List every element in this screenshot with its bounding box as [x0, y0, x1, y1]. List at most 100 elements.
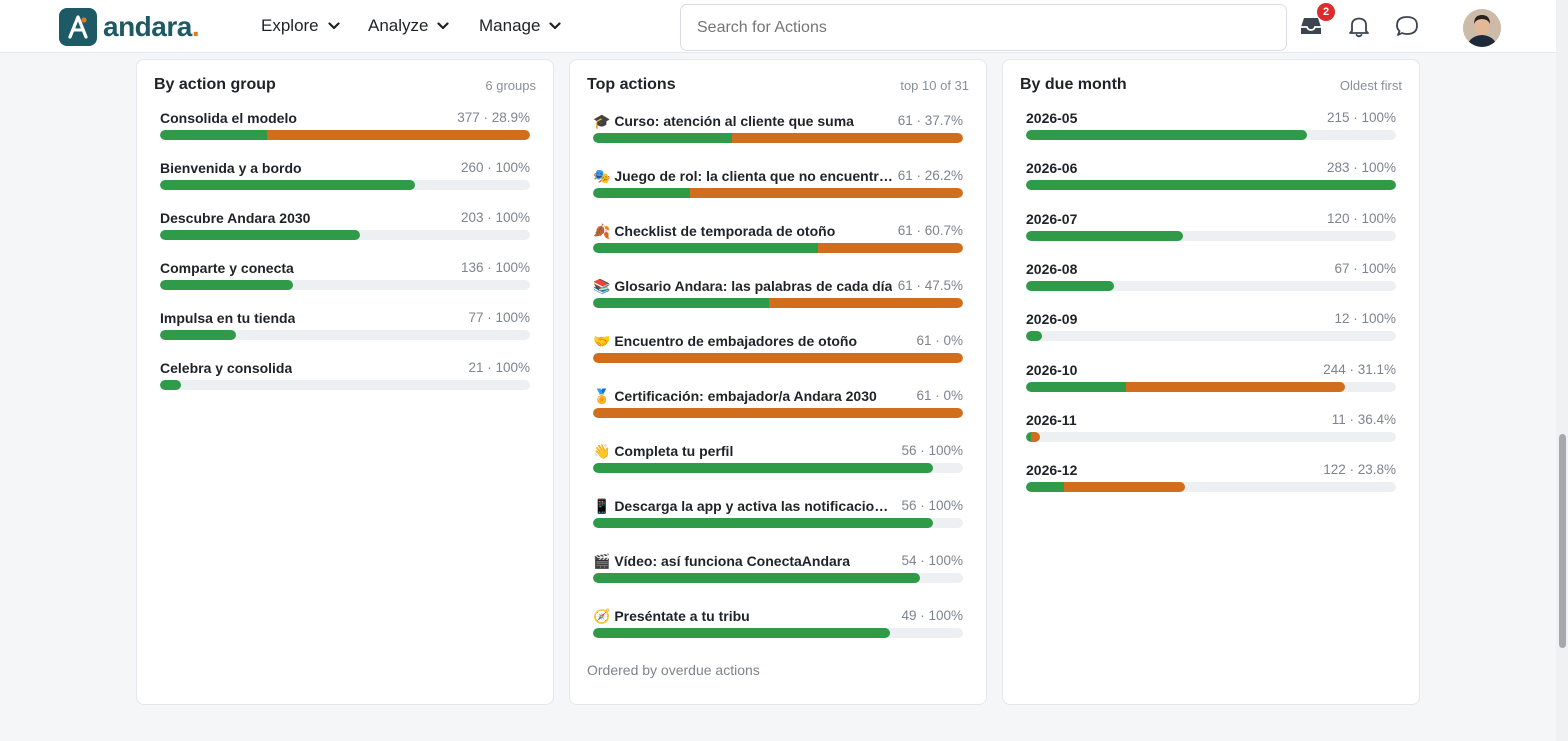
row-value: 11 · 36.4% [1331, 411, 1396, 427]
card-meta: Oldest first [1339, 78, 1402, 93]
chat-bubble-icon[interactable] [1394, 13, 1420, 39]
row-value: 203 · 100% [460, 210, 530, 225]
list-item[interactable]: 2026-08 67 · 100% [1026, 261, 1396, 291]
list-item[interactable]: 📚 Glosario Andara: las palabras de cada … [593, 278, 963, 308]
row-value: 215 · 100% [1326, 110, 1396, 125]
row-label: 🍂 Checklist de temporada de otoño [593, 223, 836, 239]
completed-segment [1026, 381, 1126, 392]
progress-bar [593, 353, 963, 363]
card-footer-note: Ordered by overdue actions [587, 662, 760, 678]
list-item[interactable]: 2026-07 120 · 100% [1026, 211, 1396, 241]
list-item[interactable]: 🎭 Juego de rol: la clienta que no encuen… [593, 168, 963, 198]
row-value: 136 · 100% [460, 260, 530, 275]
card-meta: top 10 of 31 [900, 78, 969, 93]
card-title: By due month [1020, 76, 1127, 93]
row-label: 2026-06 [1026, 160, 1078, 177]
overdue-segment [593, 408, 963, 418]
list-item[interactable]: Impulsa en tu tienda 77 · 100% [160, 310, 530, 340]
completed-segment [160, 280, 294, 290]
list-item[interactable]: 🤝 Encuentro de embajadores de otoño 61 · … [593, 333, 963, 363]
andara-logo-text: andara. [103, 11, 200, 43]
list-item[interactable]: 🍂 Checklist de temporada de otoño 61 · 60… [593, 223, 963, 253]
progress-bar [593, 628, 963, 638]
list-item[interactable]: 📱 Descarga la app y activa las notificac… [593, 498, 963, 528]
list-item[interactable]: 2026-12 122 · 23.8% [1026, 462, 1396, 493]
row-value: 61 · 60.7% [897, 223, 963, 238]
completed-segment [593, 518, 933, 528]
row-label: Impulsa en tu tienda [160, 310, 296, 326]
progress-bar [593, 298, 963, 308]
list-item[interactable]: Comparte y conecta 136 · 100% [160, 260, 530, 290]
progress-bar [593, 408, 963, 418]
row-value: 67 · 100% [1334, 260, 1396, 276]
brand-dot: . [191, 11, 200, 42]
user-avatar[interactable] [1463, 9, 1501, 47]
row-value: 77 · 100% [468, 310, 530, 325]
progress-bar [1026, 331, 1396, 342]
top-navigation-bar: andara. Explore Analyze Manage 2 [0, 0, 1568, 53]
overdue-segment [689, 188, 963, 198]
bell-icon[interactable] [1346, 13, 1372, 39]
inbox-icon[interactable] [1298, 13, 1324, 39]
nav-explore-label: Explore [261, 16, 319, 35]
nav-explore[interactable]: Explore [261, 16, 340, 36]
completed-segment [593, 243, 818, 253]
list-item[interactable]: 🏅 Certificación: embajador/a Andara 2030… [593, 388, 963, 418]
list-item[interactable]: 2026-05 215 · 100% [1026, 110, 1396, 140]
row-value: 61 · 26.2% [897, 168, 963, 183]
top-actions-card: Top actions top 10 of 31 🎓 Curso: atenci… [569, 59, 987, 705]
row-label: 🎭 Juego de rol: la clienta que no encuen… [593, 168, 893, 184]
progress-bar [160, 130, 530, 140]
list-item[interactable]: 🧭 Preséntate a tu tribu 49 · 100% [593, 608, 963, 638]
completed-segment [160, 230, 360, 240]
by-due-month-card: By due month Oldest first 2026-05 215 · 1… [1002, 59, 1420, 705]
andara-logo[interactable]: andara. [59, 8, 200, 46]
row-value: 377 · 28.9% [457, 110, 530, 125]
chevron-down-icon [328, 22, 340, 30]
row-label: 2026-12 [1026, 462, 1078, 479]
list-item[interactable]: 🎓 Curso: atención al cliente que suma 61 … [593, 113, 963, 143]
nav-manage[interactable]: Manage [479, 16, 562, 36]
row-label: Comparte y conecta [160, 260, 294, 276]
card-title: Top actions [587, 76, 676, 93]
row-value: 61 · 37.7% [897, 113, 963, 128]
progress-bar [160, 280, 530, 290]
brand-name: andara [103, 11, 192, 42]
completed-segment [1026, 130, 1308, 140]
overdue-segment [768, 298, 963, 308]
scrollbar-thumb[interactable] [1559, 434, 1566, 648]
overdue-segment [817, 243, 963, 253]
list-item[interactable]: 👋 Completa tu perfil 56 · 100% [593, 443, 963, 473]
completed-segment [593, 133, 733, 143]
completed-segment [593, 188, 690, 198]
row-label: 2026-11 [1026, 411, 1077, 428]
row-value: 120 · 100% [1326, 210, 1396, 226]
overdue-segment [593, 353, 963, 363]
completed-segment [1026, 431, 1032, 442]
list-item[interactable]: 🎬 Vídeo: así funciona ConectaAndara 54 · … [593, 553, 963, 583]
list-item[interactable]: 2026-10 244 · 31.1% [1026, 362, 1396, 392]
list-item[interactable]: Bienvenida y a bordo 260 · 100% [160, 160, 530, 190]
row-label: 🎓 Curso: atención al cliente que suma [593, 113, 854, 129]
row-label: 2026-08 [1026, 260, 1078, 277]
list-item[interactable]: Descubre Andara 2030 203 · 100% [160, 210, 530, 240]
progress-bar [1026, 381, 1396, 392]
row-value: 283 · 100% [1326, 160, 1396, 176]
row-label: 📱 Descarga la app y activa las notificac… [593, 498, 893, 514]
list-item[interactable]: 2026-06 283 · 100% [1026, 160, 1396, 191]
row-value: 56 · 100% [901, 498, 963, 513]
list-item[interactable]: Consolida el modelo 377 · 28.9% [160, 110, 530, 140]
row-label: Bienvenida y a bordo [160, 160, 302, 176]
nav-analyze-label: Analyze [368, 16, 429, 35]
row-value: 61 · 0% [916, 333, 963, 348]
list-item[interactable]: 2026-09 12 · 100% [1026, 311, 1396, 342]
overdue-segment [1031, 431, 1041, 442]
nav-analyze[interactable]: Analyze [368, 16, 450, 36]
list-item[interactable]: 2026-11 11 · 36.4% [1026, 412, 1396, 442]
row-label: 2026-10 [1026, 361, 1078, 378]
completed-segment [1026, 230, 1183, 241]
search-input[interactable] [680, 4, 1287, 51]
list-item[interactable]: Celebra y consolida 21 · 100% [160, 360, 530, 390]
by-action-group-card: By action group 6 groups Consolida el mo… [136, 59, 554, 705]
progress-bar [593, 188, 963, 198]
